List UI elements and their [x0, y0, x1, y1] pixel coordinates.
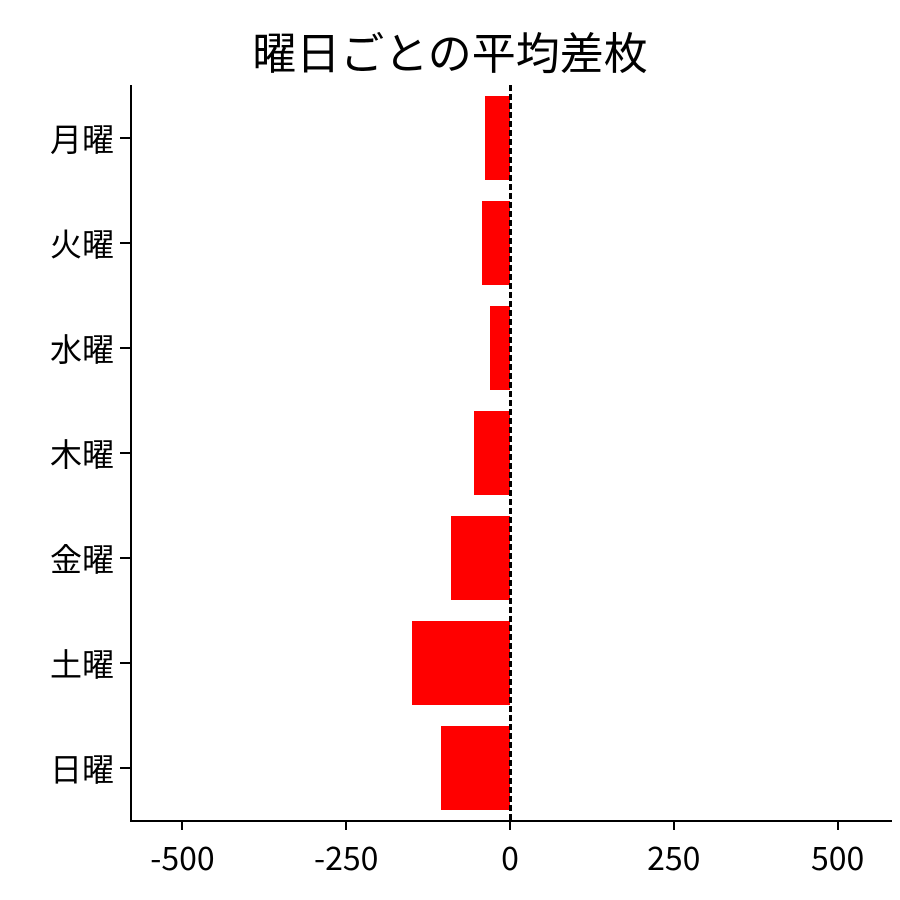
y-tick [120, 452, 130, 454]
chart-container: { "chart": { "type": "bar-horizontal", "… [0, 0, 900, 900]
bar-水曜 [490, 306, 510, 390]
y-tick [120, 662, 130, 664]
y-tick-label: 金曜 [50, 535, 114, 581]
bar-月曜 [485, 96, 510, 180]
zero-reference-line [509, 85, 512, 820]
x-tick-label: 0 [501, 834, 519, 880]
bar-日曜 [441, 726, 510, 810]
y-tick-label: 土曜 [50, 640, 114, 686]
y-tick-label: 水曜 [50, 325, 114, 371]
x-tick-label: -250 [314, 834, 378, 880]
y-tick-label: 月曜 [50, 115, 114, 161]
x-tick [345, 820, 347, 830]
y-tick [120, 347, 130, 349]
y-tick-label: 日曜 [50, 745, 114, 791]
bar-金曜 [451, 516, 510, 600]
chart-title: 曜日ごとの平均差枚 [0, 18, 900, 82]
x-tick-label: 250 [647, 834, 700, 880]
bar-木曜 [474, 411, 510, 495]
x-tick [673, 820, 675, 830]
x-tick [181, 820, 183, 830]
y-tick-label: 木曜 [50, 430, 114, 476]
bar-土曜 [412, 621, 510, 705]
x-tick [837, 820, 839, 830]
y-tick [120, 557, 130, 559]
y-tick [120, 767, 130, 769]
y-tick [120, 137, 130, 139]
x-tick-label: -500 [150, 834, 214, 880]
x-tick-label: 500 [811, 834, 864, 880]
y-tick [120, 242, 130, 244]
y-tick-label: 火曜 [50, 220, 114, 266]
bar-火曜 [482, 201, 510, 285]
x-tick [509, 820, 511, 830]
